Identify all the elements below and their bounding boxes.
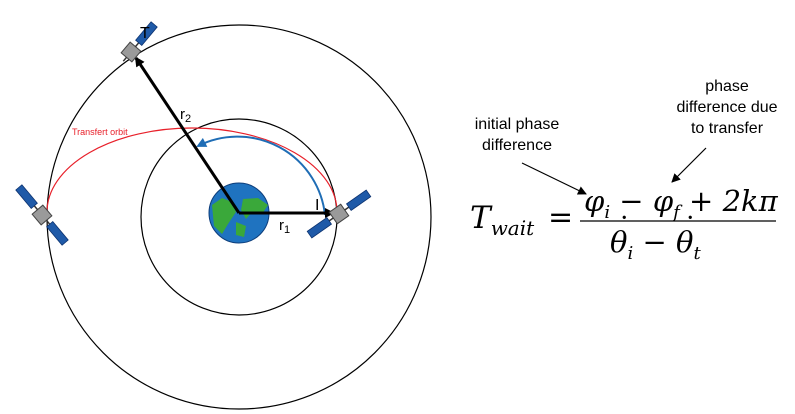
satellite-left-icon xyxy=(15,184,69,246)
eq-phi-i: φ xyxy=(584,184,605,218)
label-interceptor: I xyxy=(315,197,319,214)
equation-lhs: Twait xyxy=(470,200,534,240)
satellite-interceptor-icon xyxy=(306,189,372,239)
transfer-phase-annotation: phase difference due to transfer xyxy=(662,76,792,139)
eq-lhs-base: T xyxy=(470,200,491,236)
transfer-phase-line-3: to transfer xyxy=(690,120,764,137)
initial-phase-annotation: initial phase difference xyxy=(452,114,582,156)
r2-vector xyxy=(134,56,241,214)
initial-phase-arrow xyxy=(521,162,587,195)
transfer-phase-arrow xyxy=(671,147,707,183)
transfer-orbit xyxy=(46,127,338,213)
eq-lhs-sub: wait xyxy=(490,216,535,241)
eq-theta-t: θ ˙ xyxy=(675,211,698,259)
equation-denominator: θ ˙ i − θ ˙ t xyxy=(610,211,701,264)
satellite-target-icon xyxy=(120,21,158,63)
eq-theta-i: θ ˙ xyxy=(610,211,632,259)
transfer-phase-line-2: difference due xyxy=(676,99,778,116)
label-r1: r1 xyxy=(279,217,290,236)
eq-phi-i-sub: i xyxy=(604,201,611,223)
eq-num-plus: + xyxy=(689,184,714,218)
initial-phase-line-2: difference xyxy=(482,137,552,154)
eq-theta-t-sub: t xyxy=(693,242,701,264)
transfer-phase-line-1: phase xyxy=(705,78,749,95)
eq-theta-i-sub: i xyxy=(627,242,634,264)
equation-equals: = xyxy=(548,200,574,235)
eq-num-minus: − xyxy=(619,184,644,218)
label-transfer-orbit: Transfert orbit xyxy=(72,127,128,137)
eq-phi-f: φ xyxy=(652,184,674,218)
label-target: T xyxy=(140,25,150,42)
eq-num-tail: 2kπ xyxy=(722,184,778,218)
label-r2: r2 xyxy=(180,106,191,125)
phase-arc xyxy=(196,135,326,216)
initial-phase-line-1: initial phase xyxy=(474,116,560,133)
eq-phi-f-sub: f xyxy=(673,201,680,223)
eq-den-minus: − xyxy=(642,225,667,259)
equation-numerator: φi − φf + 2kπ xyxy=(584,184,778,223)
